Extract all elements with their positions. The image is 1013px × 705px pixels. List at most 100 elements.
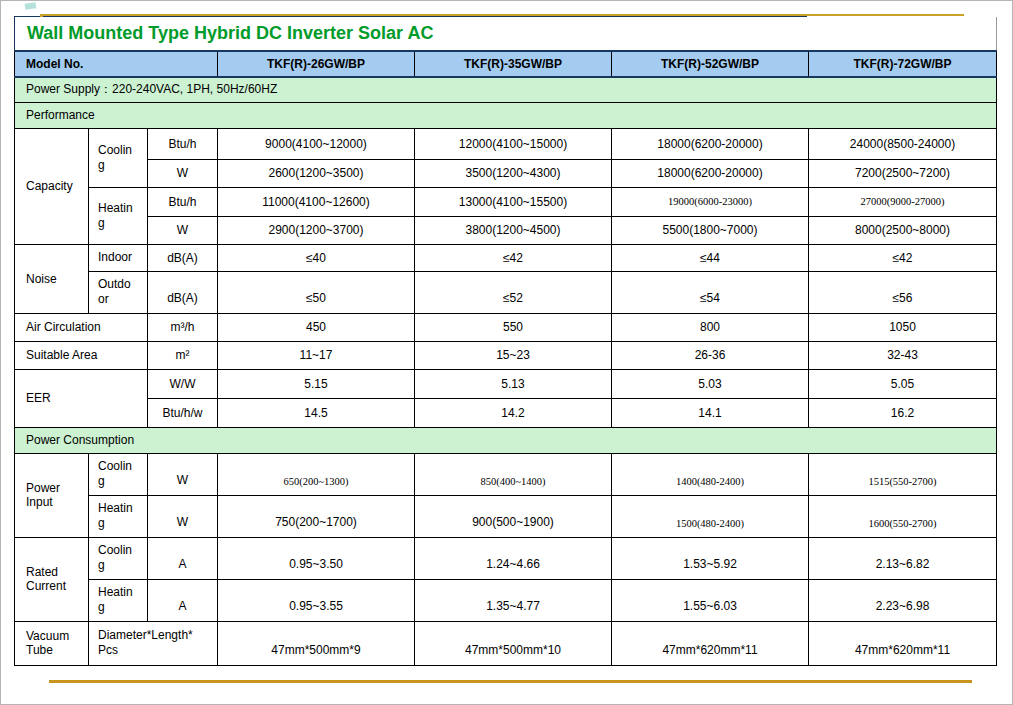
value-cell: 1.55~6.03 (612, 579, 809, 621)
unit-cell: dB(A) (148, 271, 218, 313)
value-cell: 14.1 (612, 398, 809, 427)
value-cell: 1400(480-2400) (612, 453, 809, 495)
item-air-circulation: Air Circulation (15, 313, 148, 341)
power-supply-text: Power Supply：220-240VAC, 1PH, 50Hz/60HZ (15, 77, 997, 102)
value-cell: 1500(480-2400) (612, 495, 809, 537)
value-cell: ≤52 (415, 271, 612, 313)
teal-corner-mark (25, 2, 37, 9)
value-cell: 26-36 (612, 341, 809, 369)
sub-indoor: Indoor (89, 244, 148, 271)
value-cell: 850(400~1400) (415, 453, 612, 495)
value-cell: 900(500~1900) (415, 495, 612, 537)
value-cell: 7200(2500~7200) (809, 159, 997, 187)
sub-cooling: Cooling (89, 128, 148, 187)
unit-cell: Btu/h/w (148, 398, 218, 427)
value-cell: 47mm*500mm*9 (218, 621, 415, 665)
unit-cell: W (148, 495, 218, 537)
value-cell: 11000(4100~12600) (218, 187, 415, 216)
table-row: Noise Indoor dB(A) ≤40 ≤42 ≤44 ≤42 (15, 244, 997, 271)
model-35gw: TKF(R)-35GW/BP (415, 51, 612, 77)
unit-cell: W (148, 216, 218, 244)
value-cell: 2600(1200~3500) (218, 159, 415, 187)
performance-section-label: Performance (15, 102, 997, 128)
model-header-row: Model No. TKF(R)-26GW/BP TKF(R)-35GW/BP … (15, 51, 997, 77)
table-row: Outdoor dB(A) ≤50 ≤52 ≤54 ≤56 (15, 271, 997, 313)
unit-cell: m² (148, 341, 218, 369)
value-cell: ≤42 (809, 244, 997, 271)
unit-cell: Btu/h (148, 128, 218, 159)
item-noise: Noise (15, 244, 89, 313)
model-52gw: TKF(R)-52GW/BP (612, 51, 809, 77)
item-capacity: Capacity (15, 128, 89, 244)
top-gold-rule (40, 14, 964, 16)
table-row: Heating Btu/h 11000(4100~12600) 13000(41… (15, 187, 997, 216)
sub-heating: Heating (89, 579, 148, 621)
performance-section-row: Performance (15, 102, 997, 128)
value-cell: ≤56 (809, 271, 997, 313)
table-row: Heating W 750(200~1700) 900(500~1900) 15… (15, 495, 997, 537)
value-cell: ≤40 (218, 244, 415, 271)
value-cell: 5.03 (612, 369, 809, 398)
bottom-gold-rule (49, 680, 972, 683)
sub-cooling: Cooling (89, 537, 148, 579)
value-cell: 1600(550-2700) (809, 495, 997, 537)
value-cell: ≤54 (612, 271, 809, 313)
value-cell: 15~23 (415, 341, 612, 369)
value-cell: 8000(2500~8000) (809, 216, 997, 244)
power-consumption-section-label: Power Consumption (15, 427, 997, 453)
value-cell: 12000(4100~15000) (415, 128, 612, 159)
value-cell: ≤50 (218, 271, 415, 313)
value-cell: 3800(1200~4500) (415, 216, 612, 244)
unit-cell: m³/h (148, 313, 218, 341)
power-consumption-section-row: Power Consumption (15, 427, 997, 453)
item-power-input: Power Input (15, 453, 89, 537)
value-cell: 14.2 (415, 398, 612, 427)
value-cell: 750(200~1700) (218, 495, 415, 537)
value-cell: 1.53~5.92 (612, 537, 809, 579)
table-row: Btu/h/w 14.5 14.2 14.1 16.2 (15, 398, 997, 427)
value-cell: 5.15 (218, 369, 415, 398)
table-row: Rated Current Cooling A 0.95~3.50 1.24~4… (15, 537, 997, 579)
table-row: Capacity Cooling Btu/h 9000(4100~12000) … (15, 128, 997, 159)
table-row: Vacuum Tube Diameter*Length*Pcs 47mm*500… (15, 621, 997, 665)
unit-cell: W (148, 159, 218, 187)
value-cell: 450 (218, 313, 415, 341)
value-cell: 32-43 (809, 341, 997, 369)
value-cell: 5500(1800~7000) (612, 216, 809, 244)
value-cell: 3500(1200~4300) (415, 159, 612, 187)
value-cell: 0.95~3.55 (218, 579, 415, 621)
table-row: Heating A 0.95~3.55 1.35~4.77 1.55~6.03 … (15, 579, 997, 621)
power-supply-row: Power Supply：220-240VAC, 1PH, 50Hz/60HZ (15, 77, 997, 102)
value-cell: 19000(6000-23000) (612, 187, 809, 216)
value-cell: 800 (612, 313, 809, 341)
spec-table: Wall Mounted Type Hybrid DC Inverter Sol… (14, 17, 997, 666)
value-cell: 47mm*620mm*11 (612, 621, 809, 665)
sub-cooling: Cooling (89, 453, 148, 495)
value-cell: ≤44 (612, 244, 809, 271)
unit-cell: W/W (148, 369, 218, 398)
sub-outdoor: Outdoor (89, 271, 148, 313)
value-cell: 1050 (809, 313, 997, 341)
value-cell: 47mm*500mm*10 (415, 621, 612, 665)
value-cell: 2.23~6.98 (809, 579, 997, 621)
value-cell: ≤42 (415, 244, 612, 271)
item-vacuum-tube: Vacuum Tube (15, 621, 89, 665)
value-cell: 1.24~4.66 (415, 537, 612, 579)
item-suitable-area: Suitable Area (15, 341, 148, 369)
table-row: Power Input Cooling W 650(200~1300) 850(… (15, 453, 997, 495)
value-cell: 2900(1200~3700) (218, 216, 415, 244)
value-cell: 0.95~3.50 (218, 537, 415, 579)
model-26gw: TKF(R)-26GW/BP (218, 51, 415, 77)
unit-cell: A (148, 579, 218, 621)
title-row: Wall Mounted Type Hybrid DC Inverter Sol… (15, 17, 997, 51)
table-row: W 2600(1200~3500) 3500(1200~4300) 18000(… (15, 159, 997, 187)
value-cell: 18000(6200-20000) (612, 128, 809, 159)
value-cell: 9000(4100~12000) (218, 128, 415, 159)
sub-diameter-length-pcs: Diameter*Length*Pcs (89, 621, 218, 665)
value-cell: 5.05 (809, 369, 997, 398)
table-row: Suitable Area m² 11~17 15~23 26-36 32-43 (15, 341, 997, 369)
value-cell: 11~17 (218, 341, 415, 369)
unit-cell: W (148, 453, 218, 495)
sub-heating: Heating (89, 495, 148, 537)
unit-cell: A (148, 537, 218, 579)
